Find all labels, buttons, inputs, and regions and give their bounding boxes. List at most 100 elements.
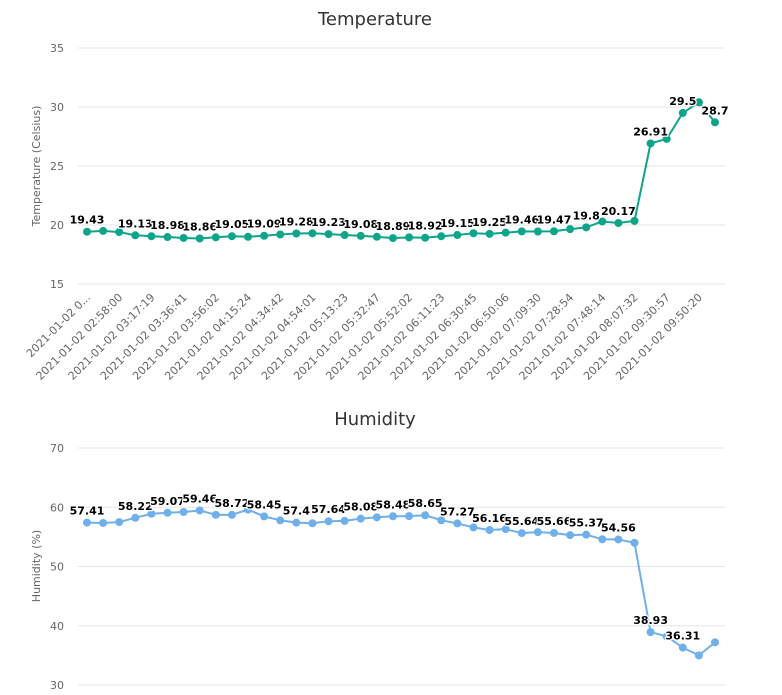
temperature-data-point[interactable] <box>179 233 188 242</box>
temperature-data-point[interactable] <box>437 232 446 241</box>
temperature-data-label: 29.5 <box>669 95 696 108</box>
temperature-data-point[interactable] <box>163 233 172 242</box>
temperature-data-point[interactable] <box>131 231 140 240</box>
humidity-data-point[interactable] <box>614 535 623 544</box>
humidity-data-point[interactable] <box>179 507 188 516</box>
humidity-data-point[interactable] <box>533 528 542 537</box>
humidity-data-point[interactable] <box>163 508 172 517</box>
temperature-data-label: 19.09 <box>247 218 282 231</box>
temperature-data-point[interactable] <box>630 216 639 225</box>
temperature-data-point[interactable] <box>533 227 542 236</box>
temperature-data-point[interactable] <box>99 226 108 235</box>
humidity-data-point[interactable] <box>469 523 478 532</box>
humidity-data-point[interactable] <box>83 518 91 527</box>
temperature-data-point[interactable] <box>260 231 269 240</box>
humidity-data-point[interactable] <box>630 538 639 547</box>
humidity-data-point[interactable] <box>276 516 285 525</box>
temperature-data-point[interactable] <box>388 234 397 243</box>
temperature-data-point[interactable] <box>115 228 124 237</box>
temperature-chart-title: Temperature <box>317 9 432 30</box>
humidity-y-axis-label: Humidity (%) <box>30 530 43 602</box>
temperature-data-point[interactable] <box>711 118 719 127</box>
humidity-data-point[interactable] <box>292 518 301 527</box>
humidity-data-point[interactable] <box>115 518 124 527</box>
humidity-data-point[interactable] <box>244 505 253 514</box>
temperature-data-point[interactable] <box>244 232 253 241</box>
humidity-data-point[interactable] <box>582 530 591 539</box>
temperature-data-point[interactable] <box>469 229 478 238</box>
humidity-data-label: 56.16 <box>472 512 507 525</box>
humidity-data-point[interactable] <box>453 519 462 528</box>
temperature-y-tick-label: 15 <box>50 278 64 291</box>
humidity-y-tick-label: 40 <box>50 620 64 633</box>
humidity-data-point[interactable] <box>147 509 156 518</box>
humidity-data-label: 59.46 <box>182 492 217 505</box>
humidity-data-point[interactable] <box>99 518 108 527</box>
humidity-data-point[interactable] <box>131 513 140 522</box>
temperature-data-point[interactable] <box>227 232 236 241</box>
temperature-y-axis-label: Temperature (Celsius) <box>30 106 43 228</box>
temperature-data-point[interactable] <box>83 227 91 236</box>
temperature-data-point[interactable] <box>694 98 703 107</box>
temperature-y-tick-label: 35 <box>50 42 64 55</box>
humidity-data-point[interactable] <box>501 525 510 534</box>
humidity-data-point[interactable] <box>678 643 687 652</box>
humidity-data-point[interactable] <box>646 628 655 637</box>
temperature-data-point[interactable] <box>292 229 301 238</box>
temperature-data-point[interactable] <box>356 231 365 240</box>
humidity-data-point[interactable] <box>211 510 220 519</box>
temperature-data-point[interactable] <box>421 233 430 242</box>
temperature-data-point[interactable] <box>517 227 526 236</box>
temperature-data-point[interactable] <box>324 230 333 239</box>
humidity-data-point[interactable] <box>324 517 333 526</box>
temperature-data-point[interactable] <box>372 232 381 241</box>
humidity-data-point[interactable] <box>566 531 575 540</box>
humidity-data-point[interactable] <box>437 516 446 525</box>
temperature-data-label: 18.86 <box>182 220 217 233</box>
temperature-y-tick-label: 30 <box>50 101 64 114</box>
humidity-data-point[interactable] <box>405 512 414 521</box>
temperature-data-point[interactable] <box>662 134 671 143</box>
humidity-data-point[interactable] <box>260 512 269 521</box>
humidity-data-point[interactable] <box>421 511 430 520</box>
humidity-data-point[interactable] <box>485 526 494 535</box>
humidity-data-point[interactable] <box>195 506 204 515</box>
humidity-data-point[interactable] <box>598 535 607 544</box>
humidity-data-point[interactable] <box>662 632 671 641</box>
humidity-data-point[interactable] <box>308 519 317 528</box>
temperature-data-point[interactable] <box>211 233 220 242</box>
temperature-data-point[interactable] <box>405 233 414 242</box>
temperature-data-point[interactable] <box>195 234 204 243</box>
humidity-data-point[interactable] <box>711 638 719 647</box>
humidity-data-point[interactable] <box>694 651 703 660</box>
humidity-data-point[interactable] <box>372 513 381 522</box>
humidity-data-point[interactable] <box>227 510 236 519</box>
humidity-data-point[interactable] <box>356 514 365 523</box>
temperature-data-point[interactable] <box>276 230 285 239</box>
humidity-data-label: 55.64 <box>504 515 539 528</box>
temperature-data-point[interactable] <box>501 228 510 237</box>
temperature-data-label: 28.7 <box>701 104 728 117</box>
temperature-data-point[interactable] <box>678 108 687 117</box>
humidity-data-point[interactable] <box>549 528 558 537</box>
humidity-data-label: 58.45 <box>247 498 282 511</box>
temperature-data-label: 26.91 <box>633 125 668 138</box>
humidity-data-label: 57.41 <box>70 505 105 518</box>
temperature-data-point[interactable] <box>549 227 558 236</box>
humidity-chart-title: Humidity <box>334 409 416 430</box>
temperature-data-point[interactable] <box>308 229 317 238</box>
temperature-data-point[interactable] <box>598 217 607 226</box>
temperature-data-point[interactable] <box>340 231 349 240</box>
temperature-data-label: 19.23 <box>311 216 346 229</box>
temperature-data-point[interactable] <box>453 231 462 240</box>
humidity-data-point[interactable] <box>340 516 349 525</box>
humidity-data-point[interactable] <box>517 529 526 538</box>
temperature-data-label: 19.43 <box>70 214 105 227</box>
temperature-data-point[interactable] <box>147 232 156 241</box>
humidity-data-point[interactable] <box>388 512 397 521</box>
temperature-data-point[interactable] <box>485 229 494 238</box>
temperature-data-point[interactable] <box>646 139 655 148</box>
temperature-data-point[interactable] <box>582 223 591 232</box>
temperature-data-point[interactable] <box>566 225 575 234</box>
temperature-data-point[interactable] <box>614 218 623 227</box>
